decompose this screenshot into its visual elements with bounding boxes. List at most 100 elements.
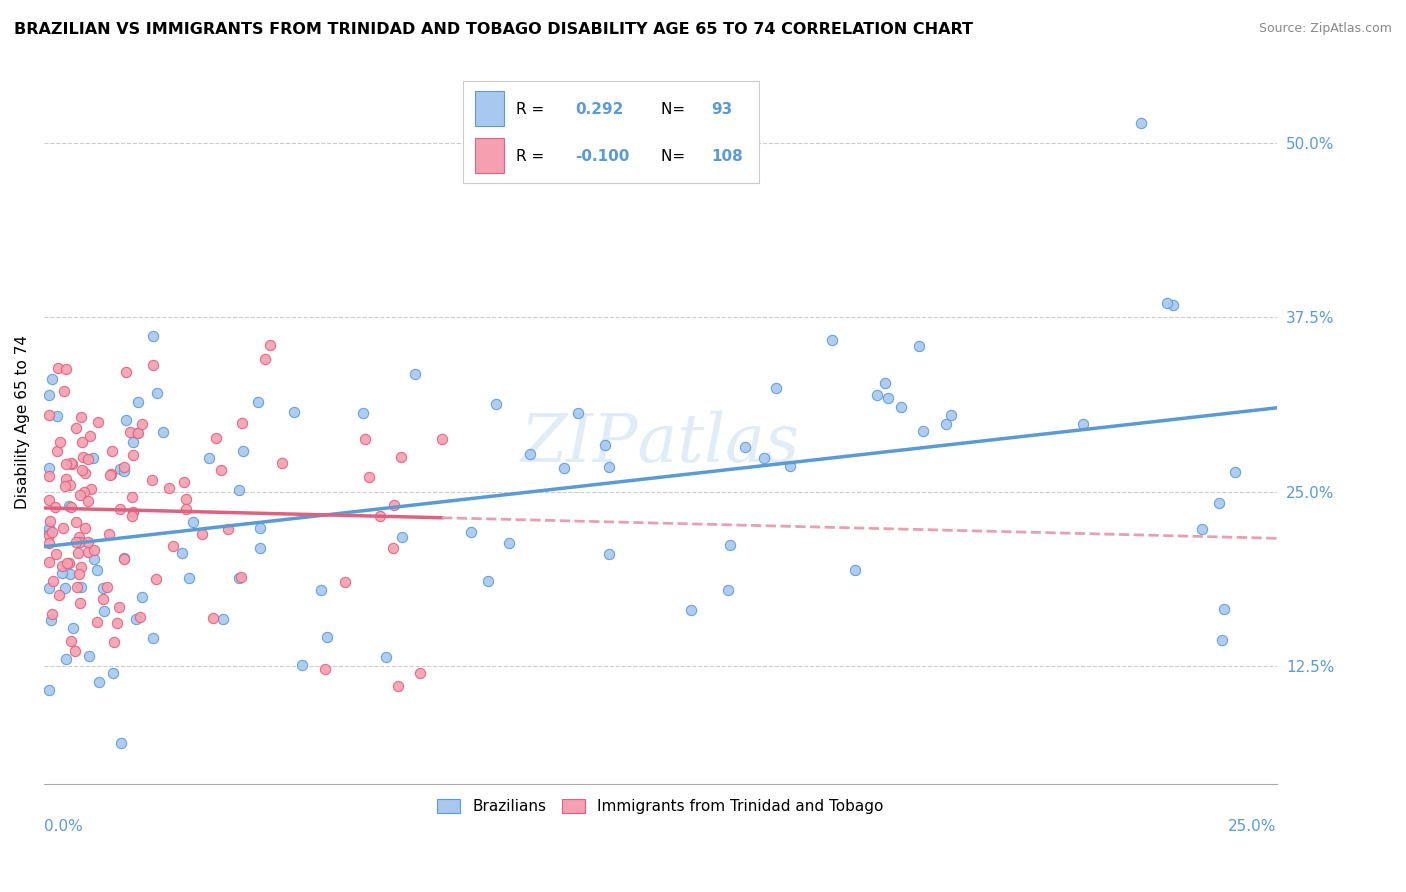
Point [249, 541, 271, 555]
Text: 0.0%: 0.0% [44, 819, 83, 834]
Point [174, 491, 197, 506]
Point [217, 522, 239, 536]
Point [120, 425, 142, 439]
Point [141, 473, 163, 487]
Point [1212, 601, 1234, 615]
Point [38, 581, 60, 595]
Point [55, 457, 77, 471]
Point [1156, 296, 1178, 310]
Point [122, 448, 145, 462]
Point [249, 521, 271, 535]
Point [69, 580, 91, 594]
Point [354, 432, 377, 446]
Point [231, 416, 253, 430]
Point [460, 525, 482, 540]
Point [170, 546, 193, 560]
Point [121, 509, 143, 524]
Point [55, 651, 77, 665]
Point [821, 334, 844, 348]
Point [875, 376, 897, 390]
Point [553, 461, 575, 475]
Point [96, 580, 118, 594]
Point [202, 611, 225, 625]
Point [44, 500, 66, 514]
Point [38, 514, 60, 528]
Point [53, 384, 76, 398]
Point [125, 612, 148, 626]
Point [183, 515, 205, 529]
Point [59, 457, 82, 471]
Point [41, 607, 63, 621]
Point [291, 658, 314, 673]
Point [389, 450, 412, 464]
Point [53, 582, 76, 596]
Point [38, 409, 60, 423]
Point [51, 566, 73, 580]
Point [83, 552, 105, 566]
Point [246, 394, 269, 409]
Point [939, 409, 962, 423]
Point [876, 391, 898, 405]
Point [404, 367, 426, 381]
Point [142, 631, 165, 645]
Y-axis label: Disability Age 65 to 74: Disability Age 65 to 74 [15, 335, 30, 509]
Point [314, 662, 336, 676]
Point [734, 440, 756, 454]
Point [567, 406, 589, 420]
Point [56, 556, 79, 570]
Point [87, 675, 110, 690]
Point [283, 405, 305, 419]
Point [1129, 115, 1152, 129]
Point [105, 615, 128, 630]
Point [73, 521, 96, 535]
Point [157, 481, 180, 495]
Point [69, 530, 91, 544]
Point [66, 546, 89, 560]
Point [46, 361, 69, 376]
Point [1071, 417, 1094, 431]
Point [191, 527, 214, 541]
Point [69, 534, 91, 549]
Point [112, 460, 135, 475]
Point [38, 388, 60, 402]
Point [83, 543, 105, 558]
Point [370, 508, 392, 523]
Point [52, 521, 75, 535]
Point [498, 536, 520, 550]
Point [912, 425, 935, 439]
Point [86, 563, 108, 577]
Point [162, 539, 184, 553]
Point [204, 431, 226, 445]
Point [67, 566, 90, 581]
Point [381, 541, 404, 555]
Point [679, 603, 702, 617]
Point [142, 329, 165, 343]
Point [70, 559, 93, 574]
Point [69, 409, 91, 424]
Point [112, 551, 135, 566]
Point [38, 524, 60, 539]
Point [595, 438, 617, 452]
Point [197, 451, 219, 466]
Point [70, 463, 93, 477]
Point [430, 432, 453, 446]
Point [108, 600, 131, 615]
Point [1161, 297, 1184, 311]
Point [77, 648, 100, 663]
Point [69, 488, 91, 502]
Point [121, 434, 143, 449]
Point [114, 413, 136, 427]
Point [48, 434, 70, 449]
Point [173, 475, 195, 489]
Point [844, 563, 866, 577]
Point [890, 401, 912, 415]
Point [145, 386, 167, 401]
Point [76, 494, 98, 508]
Point [1211, 632, 1233, 647]
Point [65, 516, 87, 530]
Point [65, 421, 87, 435]
Point [316, 630, 339, 644]
Point [352, 406, 374, 420]
Point [125, 426, 148, 441]
Point [259, 337, 281, 351]
